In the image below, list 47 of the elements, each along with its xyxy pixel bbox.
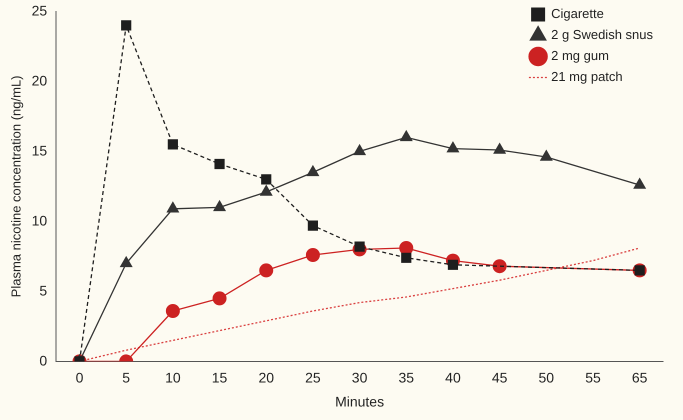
x-tick-label: 55 [585, 370, 601, 386]
point [492, 259, 507, 274]
legend-label: 21 mg patch [551, 69, 623, 84]
point [166, 202, 179, 213]
point [166, 304, 180, 318]
point [306, 165, 320, 176]
x-tick-label: 65 [632, 370, 648, 386]
x-tick-label: 10 [165, 370, 181, 386]
x-tick-label: 40 [445, 370, 461, 386]
legend-label: 2 g Swedish snus [551, 27, 654, 42]
y-tick-label: 5 [39, 282, 48, 298]
x-tick-label: 25 [305, 370, 321, 386]
point [400, 130, 412, 142]
point [259, 263, 274, 278]
y-tick-label: 25 [32, 2, 48, 18]
point [212, 291, 227, 306]
point [168, 139, 178, 150]
y-tick-label: 20 [32, 72, 48, 88]
x-tick-label: 20 [258, 370, 274, 386]
x-tick-label: 50 [538, 370, 554, 386]
legend-label: Cigarette [551, 6, 604, 22]
point [353, 144, 366, 156]
point [214, 158, 225, 170]
point [401, 252, 412, 263]
y-tick-label: 0 [39, 352, 48, 368]
x-tick-label: 45 [492, 370, 508, 386]
point [260, 185, 272, 196]
point [493, 143, 506, 154]
x-tick-label: 35 [398, 370, 414, 386]
point [634, 178, 646, 189]
point [540, 150, 552, 161]
x-axis-title: Minutes [335, 393, 384, 410]
x-tick-label: 5 [122, 370, 130, 386]
point [213, 200, 226, 212]
y-tick-label: 15 [32, 142, 48, 158]
point [308, 220, 318, 231]
x-tick-label: 0 [76, 370, 84, 386]
point [121, 20, 132, 30]
y-axis-title: Plasma nicotine concentration (ng/mL) [8, 75, 24, 298]
point [306, 248, 320, 262]
point [446, 142, 460, 152]
y-tick-label: 10 [32, 212, 48, 228]
legend-label: 2 mg gum [551, 48, 609, 64]
point [120, 256, 132, 268]
x-tick-label: 30 [352, 370, 368, 386]
point [261, 174, 272, 184]
x-tick-label: 15 [212, 370, 228, 386]
